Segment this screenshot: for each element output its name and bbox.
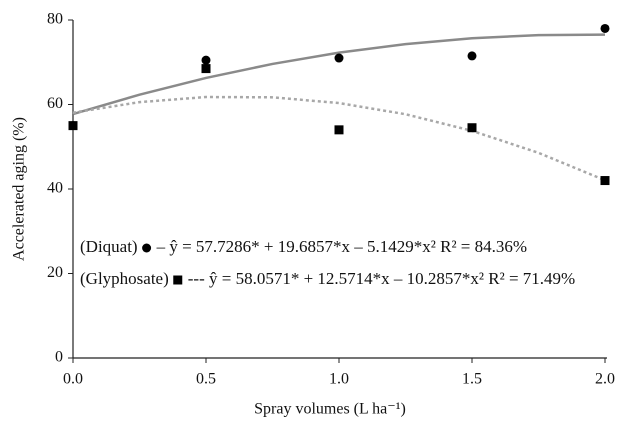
- data-point: [600, 23, 610, 33]
- y-tick-label: 40: [47, 180, 63, 197]
- x-tick-label: 0.0: [63, 371, 83, 388]
- y-tick-label: 60: [47, 95, 63, 112]
- data-point: [334, 53, 344, 63]
- x-tick-label: 2.0: [595, 371, 615, 388]
- data-point: [467, 51, 477, 61]
- y-tick-label: 20: [47, 264, 63, 281]
- equation: – ŷ = 57.7286* + 19.6857*x – 5.1429*x² R…: [156, 237, 527, 256]
- x-tick-label: 1.5: [462, 371, 482, 388]
- data-point: [201, 55, 211, 65]
- equation: --- ŷ = 58.0571* + 12.5714*x – 10.2857*x…: [188, 269, 575, 288]
- y-tick-label: 0: [55, 349, 63, 366]
- legend-marker: [173, 275, 183, 285]
- y-tick-label: 80: [47, 11, 63, 28]
- fit-line: [72, 95, 606, 182]
- x-tick-label: 0.5: [196, 371, 216, 388]
- y-axis-label: Accelerated aging (%): [11, 117, 28, 261]
- data-point: [600, 176, 610, 186]
- x-axis-label: Spray volumes (L ha⁻¹): [254, 401, 406, 418]
- data-point: [201, 64, 211, 74]
- data-point: [334, 125, 344, 135]
- data-point: [467, 123, 477, 133]
- data-point: [68, 121, 78, 131]
- legend-marker: [142, 243, 152, 253]
- legend-label: (Diquat): [80, 237, 138, 256]
- fit-line: [72, 33, 606, 116]
- x-tick-label: 1.0: [329, 371, 349, 388]
- legend-label: (Glyphosate): [80, 269, 169, 288]
